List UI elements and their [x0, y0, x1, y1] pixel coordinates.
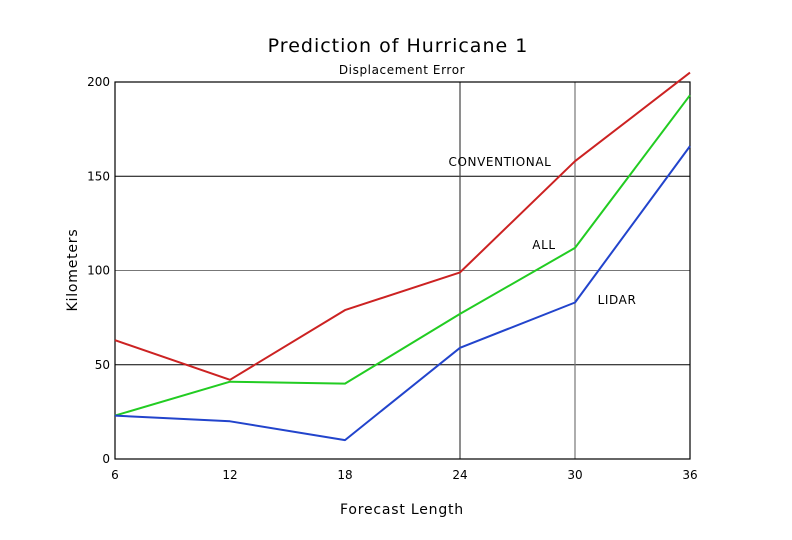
x-tick-label: 24 [452, 468, 467, 482]
x-tick-label: 18 [337, 468, 352, 482]
x-tick-label: 12 [222, 468, 237, 482]
series-line-conventional [114, 71, 691, 381]
series-line-lidar [114, 145, 691, 442]
y-tick-label: 100 [87, 264, 110, 278]
x-axis-label: Forecast Length [340, 502, 464, 518]
series-labels: CONVENTIONAL ALL LIDAR [449, 155, 637, 307]
series-label-conventional: CONVENTIONAL [449, 155, 552, 169]
grid [115, 82, 690, 459]
series-label-lidar: LIDAR [598, 293, 637, 307]
x-tick-label: 30 [567, 468, 582, 482]
plot-frame [114, 81, 691, 460]
series-label-all: ALL [532, 238, 555, 252]
series-lines [114, 71, 691, 442]
y-tick-label: 0 [102, 452, 110, 466]
chart-title: Prediction of Hurricane 1 [268, 35, 529, 57]
y-tick-label: 50 [95, 358, 110, 372]
series-line-all [114, 94, 691, 417]
x-tick-label: 36 [682, 468, 697, 482]
x-tick-labels: 6 12 18 24 30 36 [111, 468, 697, 482]
y-tick-label: 150 [87, 169, 110, 183]
y-tick-labels: 0 50 100 150 200 [87, 75, 110, 466]
x-tick-label: 6 [111, 468, 119, 482]
chart-subtitle: Displacement Error [339, 63, 465, 77]
y-axis-label: Kilometers [65, 229, 81, 312]
y-tick-label: 200 [87, 75, 110, 89]
